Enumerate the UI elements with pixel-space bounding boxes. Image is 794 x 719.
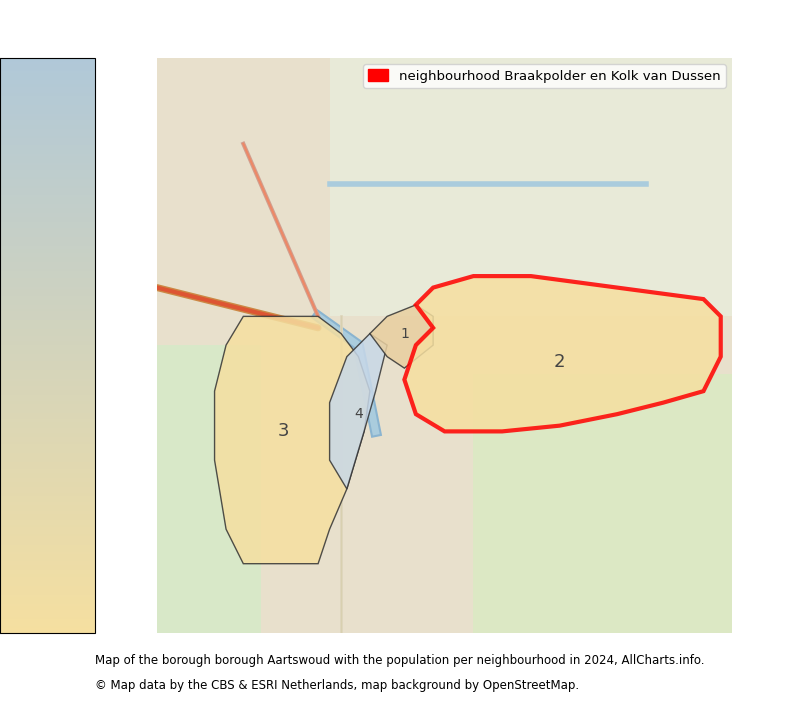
Polygon shape [473, 374, 732, 633]
Polygon shape [330, 334, 387, 489]
Polygon shape [214, 316, 370, 564]
Text: 4: 4 [354, 407, 363, 421]
Text: 2: 2 [554, 353, 565, 372]
Legend: neighbourhood Braakpolder en Kolk van Dussen: neighbourhood Braakpolder en Kolk van Du… [363, 64, 726, 88]
Polygon shape [404, 276, 721, 431]
Text: © Map data by the CBS & ESRI Netherlands, map background by OpenStreetMap.: © Map data by the CBS & ESRI Netherlands… [95, 679, 580, 692]
Polygon shape [370, 305, 434, 368]
Polygon shape [330, 58, 732, 316]
Text: Map of the borough borough Aartswoud with the population per neighbourhood in 20: Map of the borough borough Aartswoud wit… [95, 654, 705, 667]
Text: 1: 1 [400, 326, 409, 341]
Polygon shape [157, 345, 260, 633]
Text: 3: 3 [278, 422, 289, 441]
